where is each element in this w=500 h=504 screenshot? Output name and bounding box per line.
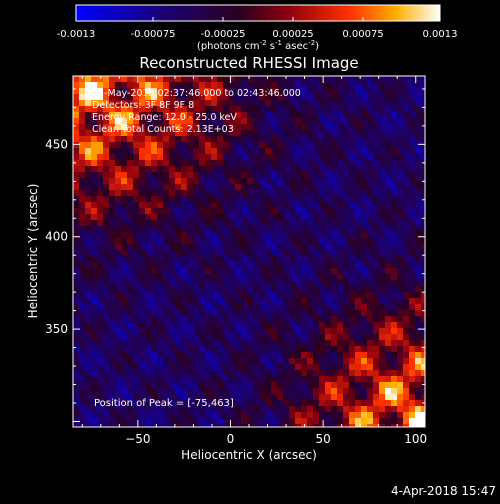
x-tick-label: 0 [227,432,235,446]
colorbar-tick-label: -0.0013 [57,29,96,40]
x-tick-label: 50 [315,432,330,446]
x-tick-label: 100 [404,432,427,446]
heatmap-image [73,76,425,427]
y-axis-label: Heliocentric Y (arcsec) [26,184,40,319]
info-line-energy: Energy Range: 12.0 - 25.0 keV [92,112,237,123]
y-tick-label: 350 [45,322,68,336]
x-tick-label: −50 [125,432,150,446]
y-tick-label: 450 [45,137,68,151]
timestamp: 4-Apr-2018 15:47 [391,484,496,498]
peak-position-label: Position of Peak = [-75,463] [94,398,234,409]
info-line-detectors: Detectors: 3F 8F 9F 8 [92,100,194,111]
info-line-time: 15-May-2018 02:37:46.000 to 02:43:46.000 [92,88,301,99]
y-tick-label: 400 [45,230,68,244]
colorbar-tick-label: 0.00075 [342,29,383,40]
colorbar-tick-label: 0.00025 [272,29,313,40]
info-line-counts: Clean Total Counts: 2.13E+03 [92,124,234,135]
colorbar-tick-label: 0.0013 [423,29,458,40]
colorbar-unit-label: (photons cm-2 s-1 asec-2) [197,39,319,52]
x-axis-label: Heliocentric X (arcsec) [181,448,317,462]
colorbar [75,4,441,22]
chart-title: Reconstructed RHESSI Image [139,54,358,72]
colorbar-ticks: -0.0013 -0.00075 -0.00025 0.00025 0.00075 0.0… [57,17,458,40]
axis-ticks: −50 0 50 100 350 400 450 [45,76,427,446]
colorbar-tick-label: -0.00025 [201,29,246,40]
colorbar-tick-label: -0.00075 [131,29,176,40]
info-overlay: 15-May-2018 02:37:46.000 to 02:43:46.000… [92,88,301,135]
